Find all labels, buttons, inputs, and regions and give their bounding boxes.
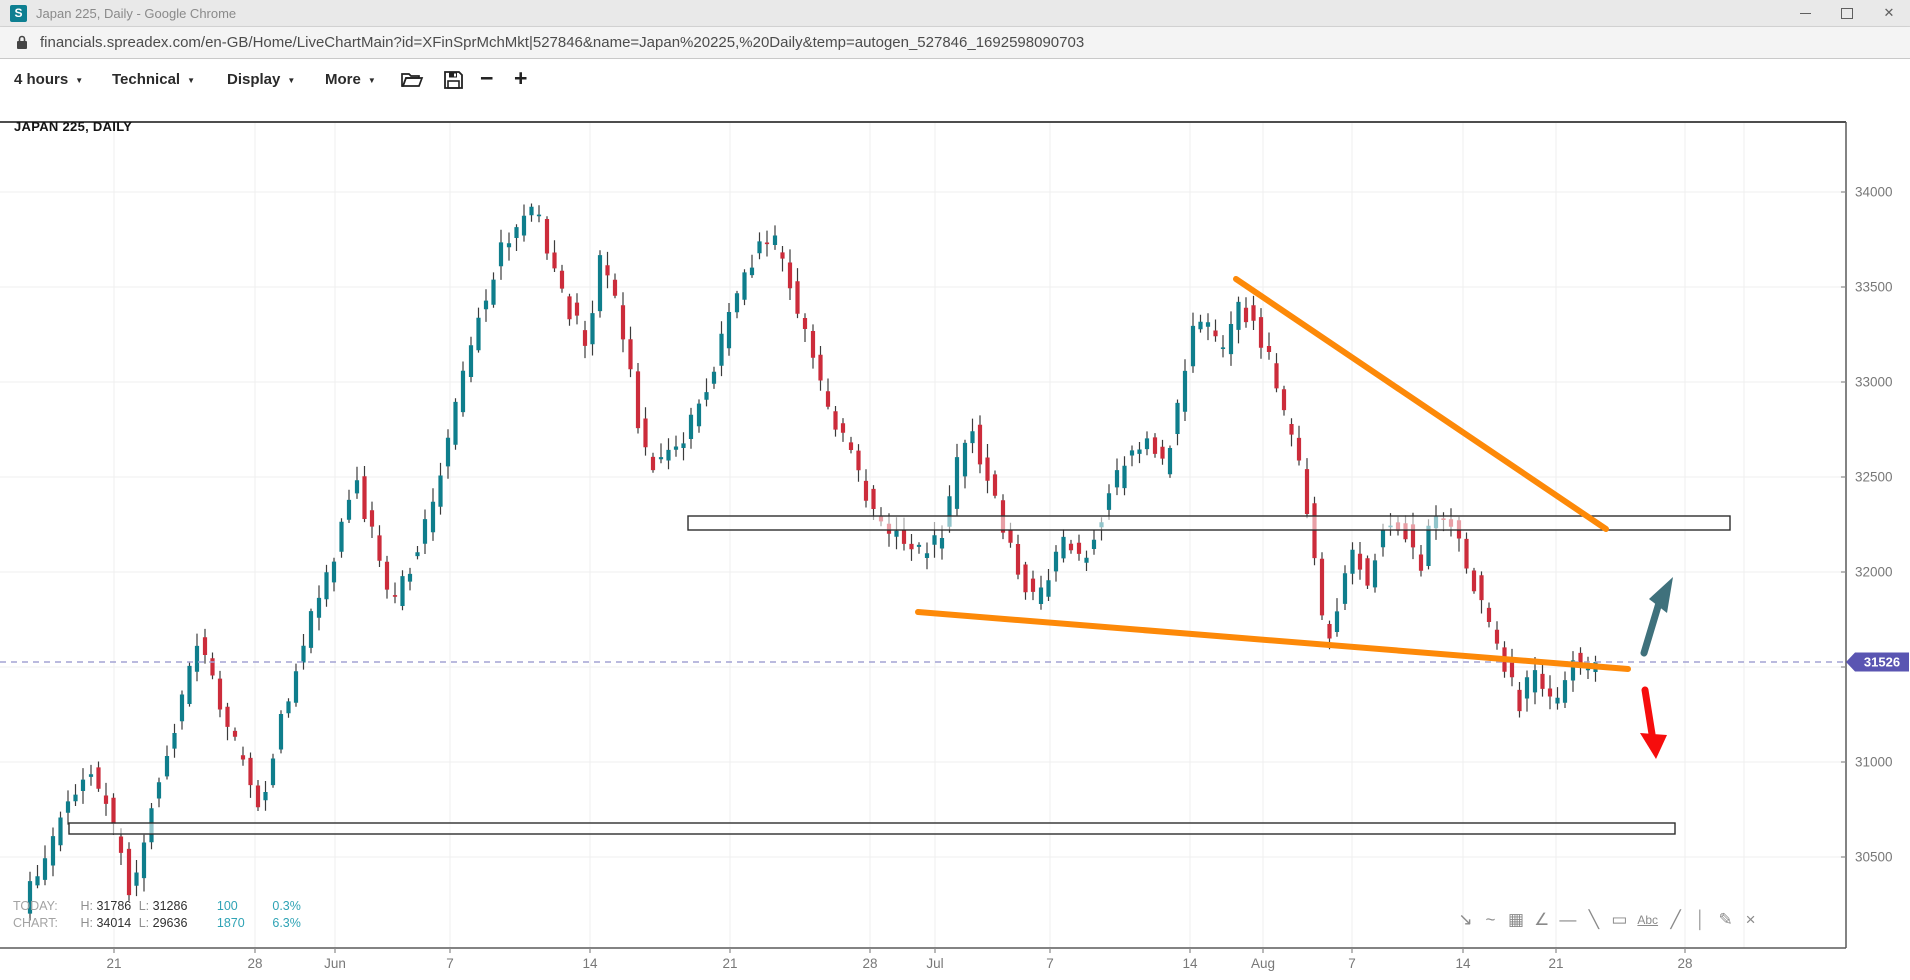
more-menu[interactable]: More ▼ <box>325 71 376 88</box>
today-change: 100 <box>216 899 238 913</box>
curve-tool-icon[interactable]: ~ <box>1485 910 1496 929</box>
drawing-toolbar: ↘ ~ ▦ ∠ — ╲ ▭ Abc ╱ │ ✎ × <box>1458 910 1758 930</box>
rectangle-tool-icon[interactable]: ▭ <box>1611 910 1628 929</box>
maximize-button[interactable] <box>1826 0 1868 26</box>
x-axis-label: 21 <box>722 956 737 971</box>
price-stats: TODAY: H: 31786 L: 31286 100 0.3% CHART:… <box>13 898 301 932</box>
lower-trendline-drawing[interactable] <box>915 609 1631 672</box>
x-axis-label: 7 <box>1348 956 1356 971</box>
x-axis-label: Jul <box>926 956 943 971</box>
spreadex-favicon: S <box>10 4 27 22</box>
separator: │ <box>1695 910 1706 929</box>
fan-lines-tool-icon[interactable]: ∠ <box>1534 910 1550 929</box>
x-axis-label: 28 <box>1677 956 1692 971</box>
pointer-tool-icon[interactable]: ↘ <box>1458 910 1473 929</box>
chart-range: 1870 <box>216 916 245 930</box>
y-axis-label: 32500 <box>1855 470 1893 485</box>
today-low: 31286 <box>152 899 188 913</box>
address-bar: financials.spreadex.com/en-GB/Home/LiveC… <box>0 27 1910 59</box>
zoom-in-button[interactable]: + <box>514 65 528 91</box>
marker-tool-icon[interactable]: ✎ <box>1718 910 1733 929</box>
y-axis-label: 31000 <box>1855 755 1893 770</box>
today-stats-row: TODAY: H: 31786 L: 31286 100 0.3% <box>13 899 301 913</box>
today-label: TODAY: <box>13 899 58 913</box>
delete-drawing-icon[interactable]: × <box>1745 910 1756 929</box>
save-icon[interactable] <box>443 70 464 90</box>
support-box-drawing[interactable] <box>68 822 1676 835</box>
y-axis-label: 34000 <box>1855 185 1893 200</box>
x-axis-label: 21 <box>106 956 121 971</box>
current-price-badge <box>1846 652 1909 672</box>
x-axis-label: Jun <box>324 956 346 971</box>
x-axis-label: 7 <box>1046 956 1054 971</box>
display-menu[interactable]: Display ▼ <box>227 71 296 88</box>
y-axis-label: 33000 <box>1855 375 1893 390</box>
address-url[interactable]: financials.spreadex.com/en-GB/Home/LiveC… <box>40 34 1085 51</box>
chart-toolbar: 4 hours ▼ Technical ▼ Display ▼ More ▼ −… <box>0 59 1910 106</box>
y-axis-label: 30500 <box>1855 850 1893 865</box>
current-price-value: 31526 <box>1864 655 1900 670</box>
y-axis-label: 32000 <box>1855 565 1893 580</box>
chart-stats-row: CHART: H: 34014 L: 29636 1870 6.3% <box>13 916 301 930</box>
table-tool-icon[interactable]: ▦ <box>1508 910 1525 929</box>
y-axis-label: 33500 <box>1855 280 1893 295</box>
bullish-arrow-drawing[interactable] <box>1640 577 1673 657</box>
diagonal-line-tool-icon[interactable]: ╱ <box>1670 910 1681 929</box>
chart-title: JAPAN 225, DAILY <box>14 119 133 134</box>
chevron-down-icon: ▼ <box>75 76 84 85</box>
x-axis-label: Aug <box>1251 956 1275 971</box>
x-axis-label: 7 <box>446 956 454 971</box>
up-candles <box>27 206 1598 914</box>
horizontal-line-tool-icon[interactable]: — <box>1559 910 1577 929</box>
window-titlebar: S Japan 225, Daily - Google Chrome ✕ <box>0 0 1910 27</box>
chevron-down-icon: ▼ <box>287 76 296 85</box>
timeframe-value: 4 hours <box>14 71 69 88</box>
timeframe-dropdown[interactable]: 4 hours ▼ <box>14 71 83 88</box>
today-high: 31786 <box>96 899 132 913</box>
chart-range-pct: 6.3% <box>272 916 301 930</box>
zoom-out-button[interactable]: − <box>480 65 494 91</box>
down-candles <box>96 219 1583 896</box>
x-axis-label: 21 <box>1548 956 1563 971</box>
upper-trendline-drawing[interactable] <box>1233 276 1609 532</box>
bearish-arrow-drawing[interactable] <box>1640 686 1667 759</box>
resistance-box-drawing[interactable] <box>687 515 1731 531</box>
lock-icon <box>17 35 27 49</box>
technical-menu[interactable]: Technical ▼ <box>112 71 196 88</box>
text-tool-icon[interactable]: Abc <box>1637 913 1659 927</box>
today-change-pct: 0.3% <box>272 899 301 913</box>
window-title: Japan 225, Daily - Google Chrome <box>36 5 237 21</box>
x-axis-label: 28 <box>862 956 877 971</box>
chevron-down-icon: ▼ <box>187 76 196 85</box>
chevron-down-icon: ▼ <box>367 76 376 85</box>
close-button[interactable]: ✕ <box>1883 5 1895 20</box>
x-axis-label: 28 <box>247 956 262 971</box>
minimize-button[interactable] <box>1784 0 1826 26</box>
x-axis-label: 14 <box>582 956 598 971</box>
chart-high: 34014 <box>96 916 132 930</box>
x-axis-label: 14 <box>1455 956 1471 971</box>
open-folder-icon[interactable] <box>400 70 424 90</box>
chart-label: CHART: <box>13 916 58 930</box>
x-axis-label: 14 <box>1182 956 1198 971</box>
trendline-tool-icon[interactable]: ╲ <box>1588 910 1599 929</box>
window-controls: ✕ <box>1784 0 1910 26</box>
chart-low: 29636 <box>152 916 188 930</box>
